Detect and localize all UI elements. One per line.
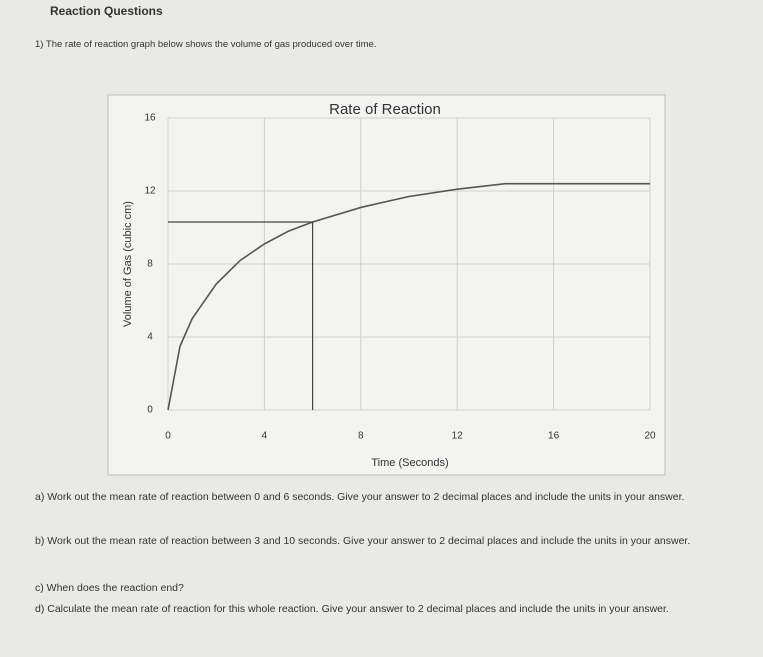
x-tick-label: 8 bbox=[358, 431, 364, 442]
intro-text: 1) The rate of reaction graph below show… bbox=[35, 39, 377, 50]
guide-line bbox=[168, 221, 314, 410]
question: b) Work out the mean rate of reaction be… bbox=[35, 535, 691, 547]
x-axis-label: Time (Seconds) bbox=[371, 457, 448, 469]
header-title: Reaction Questions bbox=[50, 4, 163, 18]
question: c) When does the reaction end? bbox=[35, 582, 184, 594]
x-tick-label: 16 bbox=[548, 431, 560, 442]
y-tick-label: 8 bbox=[147, 259, 153, 270]
x-tick-label: 4 bbox=[262, 431, 268, 442]
chart-frame bbox=[107, 94, 666, 476]
y-tick-label: 4 bbox=[147, 332, 153, 343]
y-tick-label: 0 bbox=[147, 405, 153, 416]
y-axis-label: Volume of Gas (cubic cm) bbox=[122, 201, 134, 327]
question: d) Calculate the mean rate of reaction f… bbox=[35, 603, 669, 615]
x-tick-label: 0 bbox=[165, 431, 171, 442]
y-tick-label: 16 bbox=[144, 113, 156, 124]
chart-title: Rate of Reaction bbox=[329, 101, 441, 118]
y-tick-label: 12 bbox=[144, 186, 156, 197]
question: a) Work out the mean rate of reaction be… bbox=[35, 491, 685, 503]
x-tick-label: 12 bbox=[452, 431, 464, 442]
x-tick-label: 20 bbox=[644, 431, 656, 442]
